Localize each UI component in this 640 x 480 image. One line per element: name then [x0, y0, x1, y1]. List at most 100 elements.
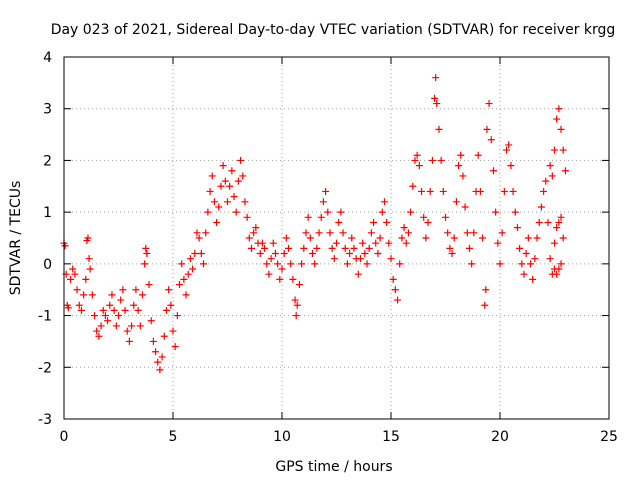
data-point [69, 265, 77, 273]
x-tick-label: 10 [273, 429, 291, 445]
data-point [337, 208, 345, 216]
data-point [380, 198, 388, 206]
data-point [186, 255, 194, 263]
data-point [101, 312, 109, 320]
data-point [210, 198, 218, 206]
data-point [439, 187, 447, 195]
data-point [557, 125, 565, 133]
data-point [402, 239, 410, 247]
data-point [363, 260, 371, 268]
data-point [350, 244, 358, 252]
data-point [110, 306, 118, 314]
data-point [531, 255, 539, 263]
data-point [489, 167, 497, 175]
data-point [356, 255, 364, 263]
data-point [82, 275, 90, 283]
data-point [391, 286, 399, 294]
data-point [555, 265, 563, 273]
data-point [165, 286, 173, 294]
data-point [367, 229, 375, 237]
data-point [195, 234, 203, 242]
data-point [278, 265, 286, 273]
data-point [61, 242, 69, 250]
y-axis-label: SDTVAR / TECUs [8, 181, 24, 296]
data-point [104, 317, 112, 325]
data-point [518, 260, 526, 268]
data-point [258, 239, 266, 247]
data-point [465, 244, 473, 252]
data-point [431, 94, 439, 102]
data-point [256, 250, 264, 258]
data-point [457, 151, 465, 159]
data-point [335, 218, 343, 226]
data-point [313, 244, 321, 252]
data-point [228, 167, 236, 175]
data-point [428, 156, 436, 164]
data-point [178, 260, 186, 268]
data-point [317, 213, 325, 221]
data-point [202, 229, 210, 237]
data-point [529, 275, 537, 283]
data-point [142, 244, 150, 252]
data-point [302, 229, 310, 237]
data-point [522, 250, 530, 258]
data-point [304, 213, 312, 221]
y-tick-label: 3 [43, 102, 52, 118]
data-point [348, 234, 356, 242]
data-point [173, 312, 181, 320]
data-point [374, 250, 382, 258]
data-point [147, 317, 155, 325]
data-point [224, 198, 231, 206]
data-point [409, 182, 417, 190]
data-point [86, 265, 94, 273]
data-point [73, 286, 81, 294]
data-point [252, 224, 260, 232]
data-point [128, 322, 136, 330]
data-point [213, 218, 221, 226]
data-point [435, 125, 443, 133]
data-point [206, 187, 214, 195]
data-point [311, 260, 319, 268]
data-point [378, 208, 386, 216]
data-point [446, 244, 454, 252]
data-point [145, 281, 153, 289]
data-point [276, 275, 284, 283]
data-point [234, 177, 242, 185]
data-point [389, 275, 397, 283]
data-point [280, 250, 288, 258]
data-point [250, 229, 258, 237]
data-point [365, 244, 373, 252]
data-point [422, 234, 430, 242]
data-point [176, 281, 184, 289]
data-point [537, 203, 545, 211]
data-point [167, 301, 175, 309]
data-point [533, 234, 541, 242]
data-point [141, 260, 149, 268]
data-point [394, 296, 402, 304]
data-point [559, 234, 567, 242]
data-point [505, 141, 513, 149]
data-point [91, 312, 99, 320]
data-point [483, 125, 491, 133]
data-point [282, 234, 290, 242]
data-point [97, 322, 105, 330]
data-point [341, 244, 349, 252]
data-point [261, 244, 269, 252]
data-point [160, 332, 168, 340]
y-tick-label: -2 [38, 360, 52, 376]
data-point [513, 224, 521, 232]
data-point [452, 198, 460, 206]
data-point [482, 286, 490, 294]
data-point [115, 312, 122, 320]
data-point [527, 260, 535, 268]
data-point [461, 203, 469, 211]
data-point [315, 229, 323, 237]
data-point [479, 234, 487, 242]
data-point [106, 301, 114, 309]
data-point [503, 146, 511, 154]
data-point [561, 167, 569, 175]
data-point [544, 218, 552, 226]
data-point [143, 250, 151, 258]
data-point [511, 208, 519, 216]
